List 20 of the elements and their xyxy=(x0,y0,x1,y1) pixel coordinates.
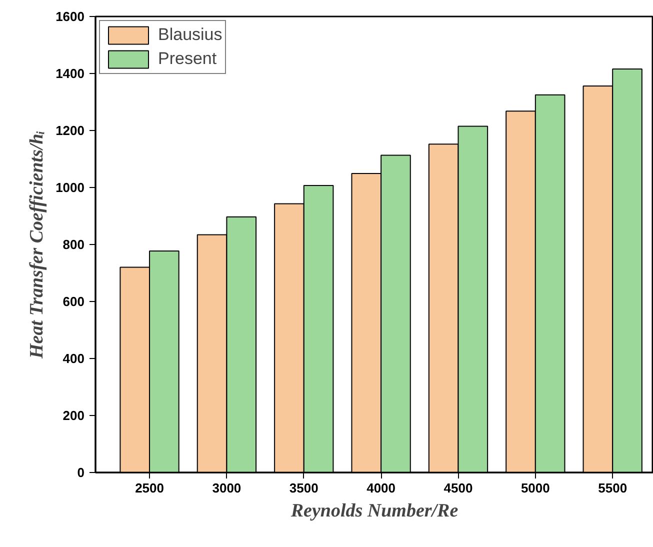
y-tick-label: 1000 xyxy=(56,180,84,195)
y-tick-label: 800 xyxy=(62,237,85,252)
y-tick-label: 1400 xyxy=(56,66,84,81)
x-axis-title: Reynolds Number/Re xyxy=(290,500,459,522)
legend-label: Present xyxy=(158,49,217,69)
y-axis-title: Heat Transfer Coefficients/hᵢ xyxy=(26,130,48,360)
y-tick-label: 200 xyxy=(62,408,85,423)
y-tick-label: 0 xyxy=(77,465,85,480)
x-tick-label: 4000 xyxy=(366,480,396,496)
y-tick-label: 400 xyxy=(62,351,85,366)
x-tick-label: 4500 xyxy=(444,480,473,496)
y-tick-label: 1200 xyxy=(56,123,84,138)
x-tick-label: 3000 xyxy=(212,480,242,496)
x-tick-label: 5500 xyxy=(598,480,628,496)
y-tick-label: 1600 xyxy=(56,9,84,24)
x-tick-label: 2500 xyxy=(135,480,164,496)
x-tick-label: 5000 xyxy=(520,480,550,496)
legend-label: Blausius xyxy=(158,25,222,45)
y-tick-label: 600 xyxy=(62,294,85,309)
x-tick-label: 3500 xyxy=(289,480,318,496)
